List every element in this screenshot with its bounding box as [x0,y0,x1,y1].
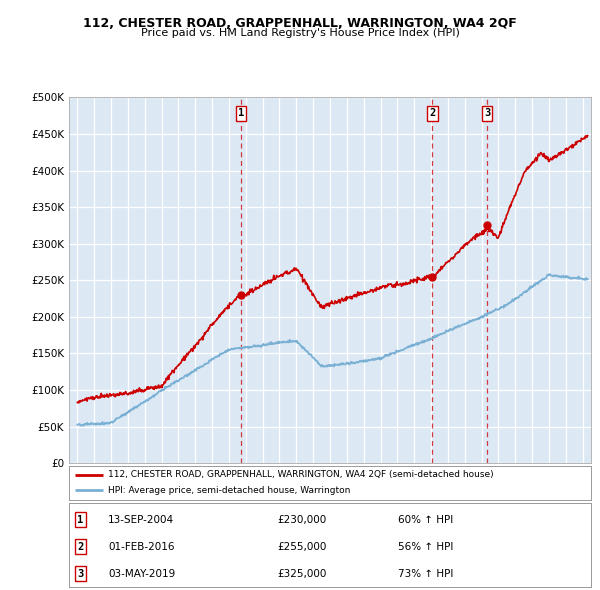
Text: 3: 3 [77,569,83,579]
Text: 73% ↑ HPI: 73% ↑ HPI [398,569,453,579]
Text: 2: 2 [77,542,83,552]
Text: 01-FEB-2016: 01-FEB-2016 [108,542,175,552]
Text: 3: 3 [484,109,490,119]
Text: £230,000: £230,000 [278,514,327,525]
Text: Price paid vs. HM Land Registry's House Price Index (HPI): Price paid vs. HM Land Registry's House … [140,28,460,38]
Text: 112, CHESTER ROAD, GRAPPENHALL, WARRINGTON, WA4 2QF (semi-detached house): 112, CHESTER ROAD, GRAPPENHALL, WARRINGT… [108,470,494,479]
Text: 60% ↑ HPI: 60% ↑ HPI [398,514,453,525]
Text: 13-SEP-2004: 13-SEP-2004 [108,514,174,525]
Text: 03-MAY-2019: 03-MAY-2019 [108,569,175,579]
Text: 1: 1 [238,109,244,119]
Text: £255,000: £255,000 [278,542,327,552]
Text: HPI: Average price, semi-detached house, Warrington: HPI: Average price, semi-detached house,… [108,486,350,495]
Text: 1: 1 [77,514,83,525]
Text: 56% ↑ HPI: 56% ↑ HPI [398,542,453,552]
Text: 112, CHESTER ROAD, GRAPPENHALL, WARRINGTON, WA4 2QF: 112, CHESTER ROAD, GRAPPENHALL, WARRINGT… [83,17,517,30]
Text: £325,000: £325,000 [278,569,327,579]
Text: 2: 2 [429,109,436,119]
